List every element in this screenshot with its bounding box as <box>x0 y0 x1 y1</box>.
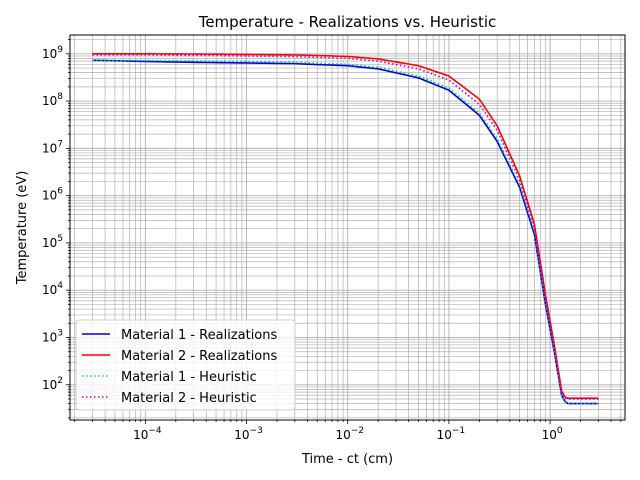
legend-label-2: Material 2 - Realizations <box>121 349 278 364</box>
y-tick-label: 108 <box>42 92 63 108</box>
y-tick-label: 104 <box>42 281 63 297</box>
ticks: 10−4 10−3 10−2 10−1 100 102 103 104 105 106 107 108… <box>42 39 622 442</box>
chart-title: Temperature - Realizations vs. Heuristic <box>198 13 497 31</box>
y-tick-label: 107 <box>42 139 63 155</box>
x-tick-label: 100 <box>542 426 563 442</box>
x-tick-label: 10−3 <box>234 426 263 442</box>
legend: Material 1 - Realizations Material 2 - Re… <box>75 319 296 411</box>
x-tick-label: 10−2 <box>335 426 364 442</box>
legend-label-1: Material 1 - Realizations <box>121 328 278 343</box>
legend-label-4: Material 2 - Heuristic <box>121 391 257 406</box>
y-axis-label: Temperature (eV) <box>15 171 30 286</box>
y-tick-label: 106 <box>42 187 63 203</box>
legend-label-3: Material 1 - Heuristic <box>121 370 257 385</box>
legend-box <box>75 319 296 411</box>
series-layer <box>92 53 599 405</box>
series-line-4 <box>92 54 599 400</box>
y-tick-label: 105 <box>42 234 63 250</box>
y-tick-label: 109 <box>42 45 63 61</box>
series-line-3 <box>92 59 599 405</box>
y-tick-label: 102 <box>42 376 63 392</box>
x-axis-label: Time - ct (cm) <box>301 452 393 467</box>
y-tick-label: 103 <box>42 329 63 345</box>
x-tick-label: 10−4 <box>133 426 162 442</box>
x-tick-label: 10−1 <box>437 426 466 442</box>
